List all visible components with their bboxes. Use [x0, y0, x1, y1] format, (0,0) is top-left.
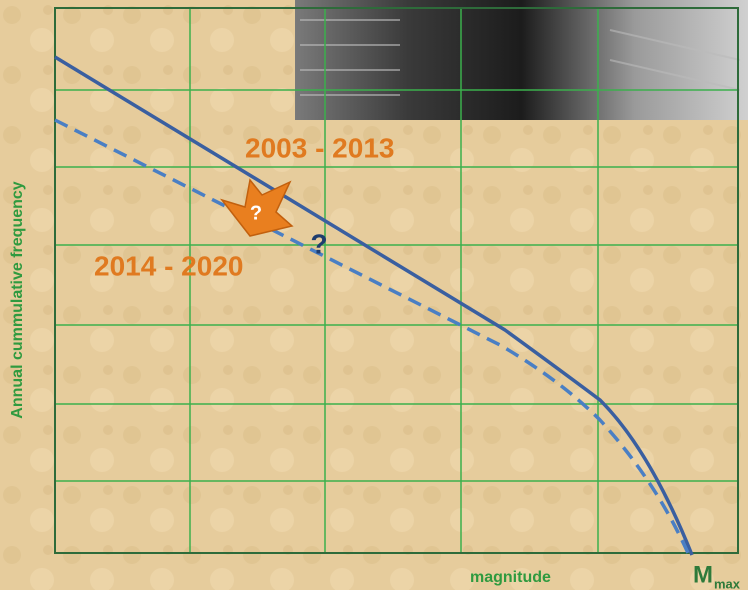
arrow — [219, 178, 294, 237]
x-axis-label: magnitude — [470, 569, 551, 586]
frame — [54, 7, 739, 554]
y-axis-label: Annual cummulative frequency — [9, 181, 26, 418]
grid — [55, 8, 738, 553]
photo — [295, 0, 748, 120]
mmax: M — [693, 561, 713, 588]
curve-2003-2013 — [54, 55, 694, 556]
curve-2014-2020 — [54, 118, 690, 554]
curve-label: 2014 - 2020 — [94, 250, 243, 281]
curve-label: 2003 - 2013 — [245, 132, 394, 163]
curve-question: ? — [310, 228, 327, 259]
mmax-sub: max — [714, 576, 741, 590]
arrow-question: ? — [250, 202, 262, 224]
